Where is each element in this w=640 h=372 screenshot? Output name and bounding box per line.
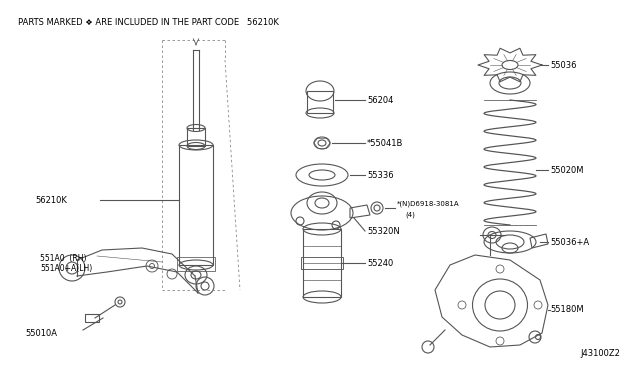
Bar <box>177 257 215 271</box>
Text: 55036+A: 55036+A <box>550 237 589 247</box>
Text: *(N)D6918-3081A: *(N)D6918-3081A <box>397 201 460 207</box>
Bar <box>301 257 343 269</box>
Text: 55036: 55036 <box>550 61 577 70</box>
Text: 55020M: 55020M <box>550 166 584 174</box>
Bar <box>187 128 205 146</box>
Text: 55320N: 55320N <box>367 227 400 235</box>
Text: *55041B: *55041B <box>367 138 403 148</box>
Text: 56210K: 56210K <box>35 196 67 205</box>
Bar <box>303 229 341 297</box>
Text: (4): (4) <box>405 212 415 218</box>
Text: PARTS MARKED ❖ ARE INCLUDED IN THE PART CODE   56210K: PARTS MARKED ❖ ARE INCLUDED IN THE PART … <box>18 18 279 27</box>
Text: 56204: 56204 <box>367 96 394 105</box>
Text: 55336: 55336 <box>367 170 394 180</box>
Bar <box>307 91 333 113</box>
Text: 55240: 55240 <box>367 259 393 267</box>
Bar <box>85 314 99 322</box>
Bar <box>179 145 213 265</box>
Text: J43100Z2: J43100Z2 <box>580 349 620 358</box>
Text: 55180M: 55180M <box>550 305 584 314</box>
Text: 551A0  (RH): 551A0 (RH) <box>40 253 86 263</box>
Text: 55010A: 55010A <box>25 328 57 337</box>
Text: 551A0+A(LH): 551A0+A(LH) <box>40 263 92 273</box>
